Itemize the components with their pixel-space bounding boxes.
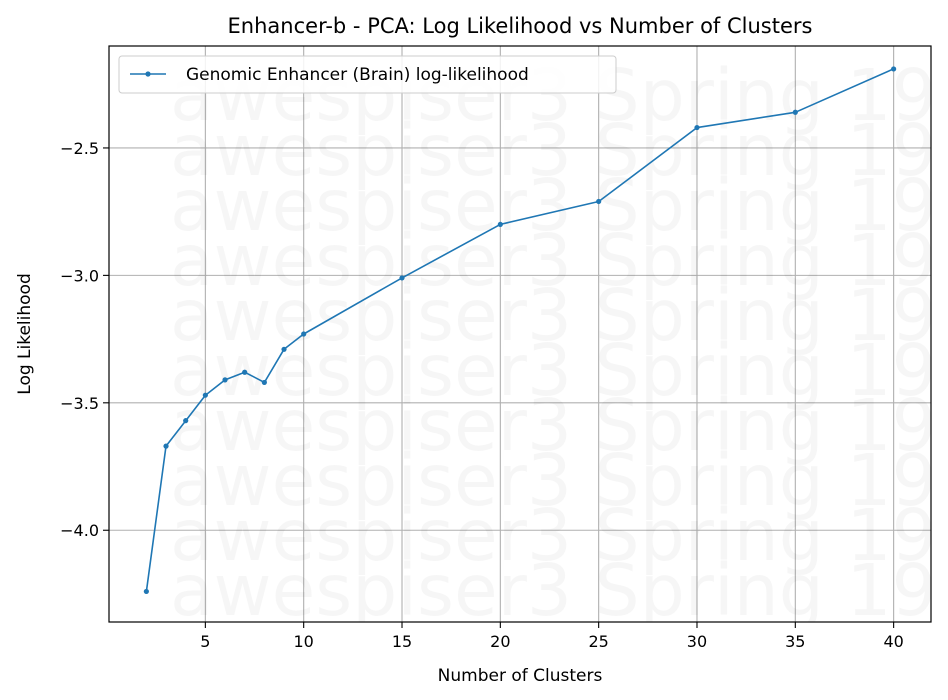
series-layer [143,66,897,595]
legend-box [118,55,617,94]
x-tick-label: 15 [392,632,412,651]
x-tick-label: 30 [687,632,707,651]
data-point [497,221,503,228]
data-point [694,124,700,131]
data-point [399,275,405,281]
data-point [891,66,897,72]
x-axis-ticks: 5 10 15 20 25 30 35 40 [200,622,904,651]
grid [109,46,931,622]
data-point [281,346,287,352]
data-point [596,198,602,205]
x-tick-label: 10 [294,632,314,651]
y-axis-label: Log Likelihood [15,273,35,394]
data-point [183,418,189,424]
data-point [301,331,307,337]
data-point [143,588,149,595]
x-axis-label: Number of Clusters [438,666,603,686]
x-tick-label: 35 [785,632,805,651]
y-axis-ticks: −2.5 −3.0 −3.5 −4.0 [60,139,109,540]
x-tick-label: 20 [490,632,510,651]
data-point [261,379,267,386]
legend: Genomic Enhancer (Brain) log-likelihood [118,55,617,94]
watermark-text: awespiser3 Spring 19 [170,549,937,632]
y-tick-label: −3.5 [60,394,99,413]
data-point [242,369,248,375]
y-tick-label: −4.0 [60,521,99,540]
data-point [163,443,169,449]
data-point [222,377,228,383]
x-tick-label: 25 [588,632,608,651]
legend-marker-swatch [145,71,151,77]
chart-title: Enhancer-b - PCA: Log Likelihood vs Numb… [228,14,813,38]
data-point [792,109,798,115]
y-tick-label: −2.5 [60,139,99,158]
data-point [202,392,208,398]
legend-label: Genomic Enhancer (Brain) log-likelihood [186,65,529,85]
x-tick-label: 40 [883,632,903,651]
plot-frame [108,45,932,623]
y-tick-label: −3.0 [60,266,99,285]
x-tick-label: 5 [200,632,210,651]
